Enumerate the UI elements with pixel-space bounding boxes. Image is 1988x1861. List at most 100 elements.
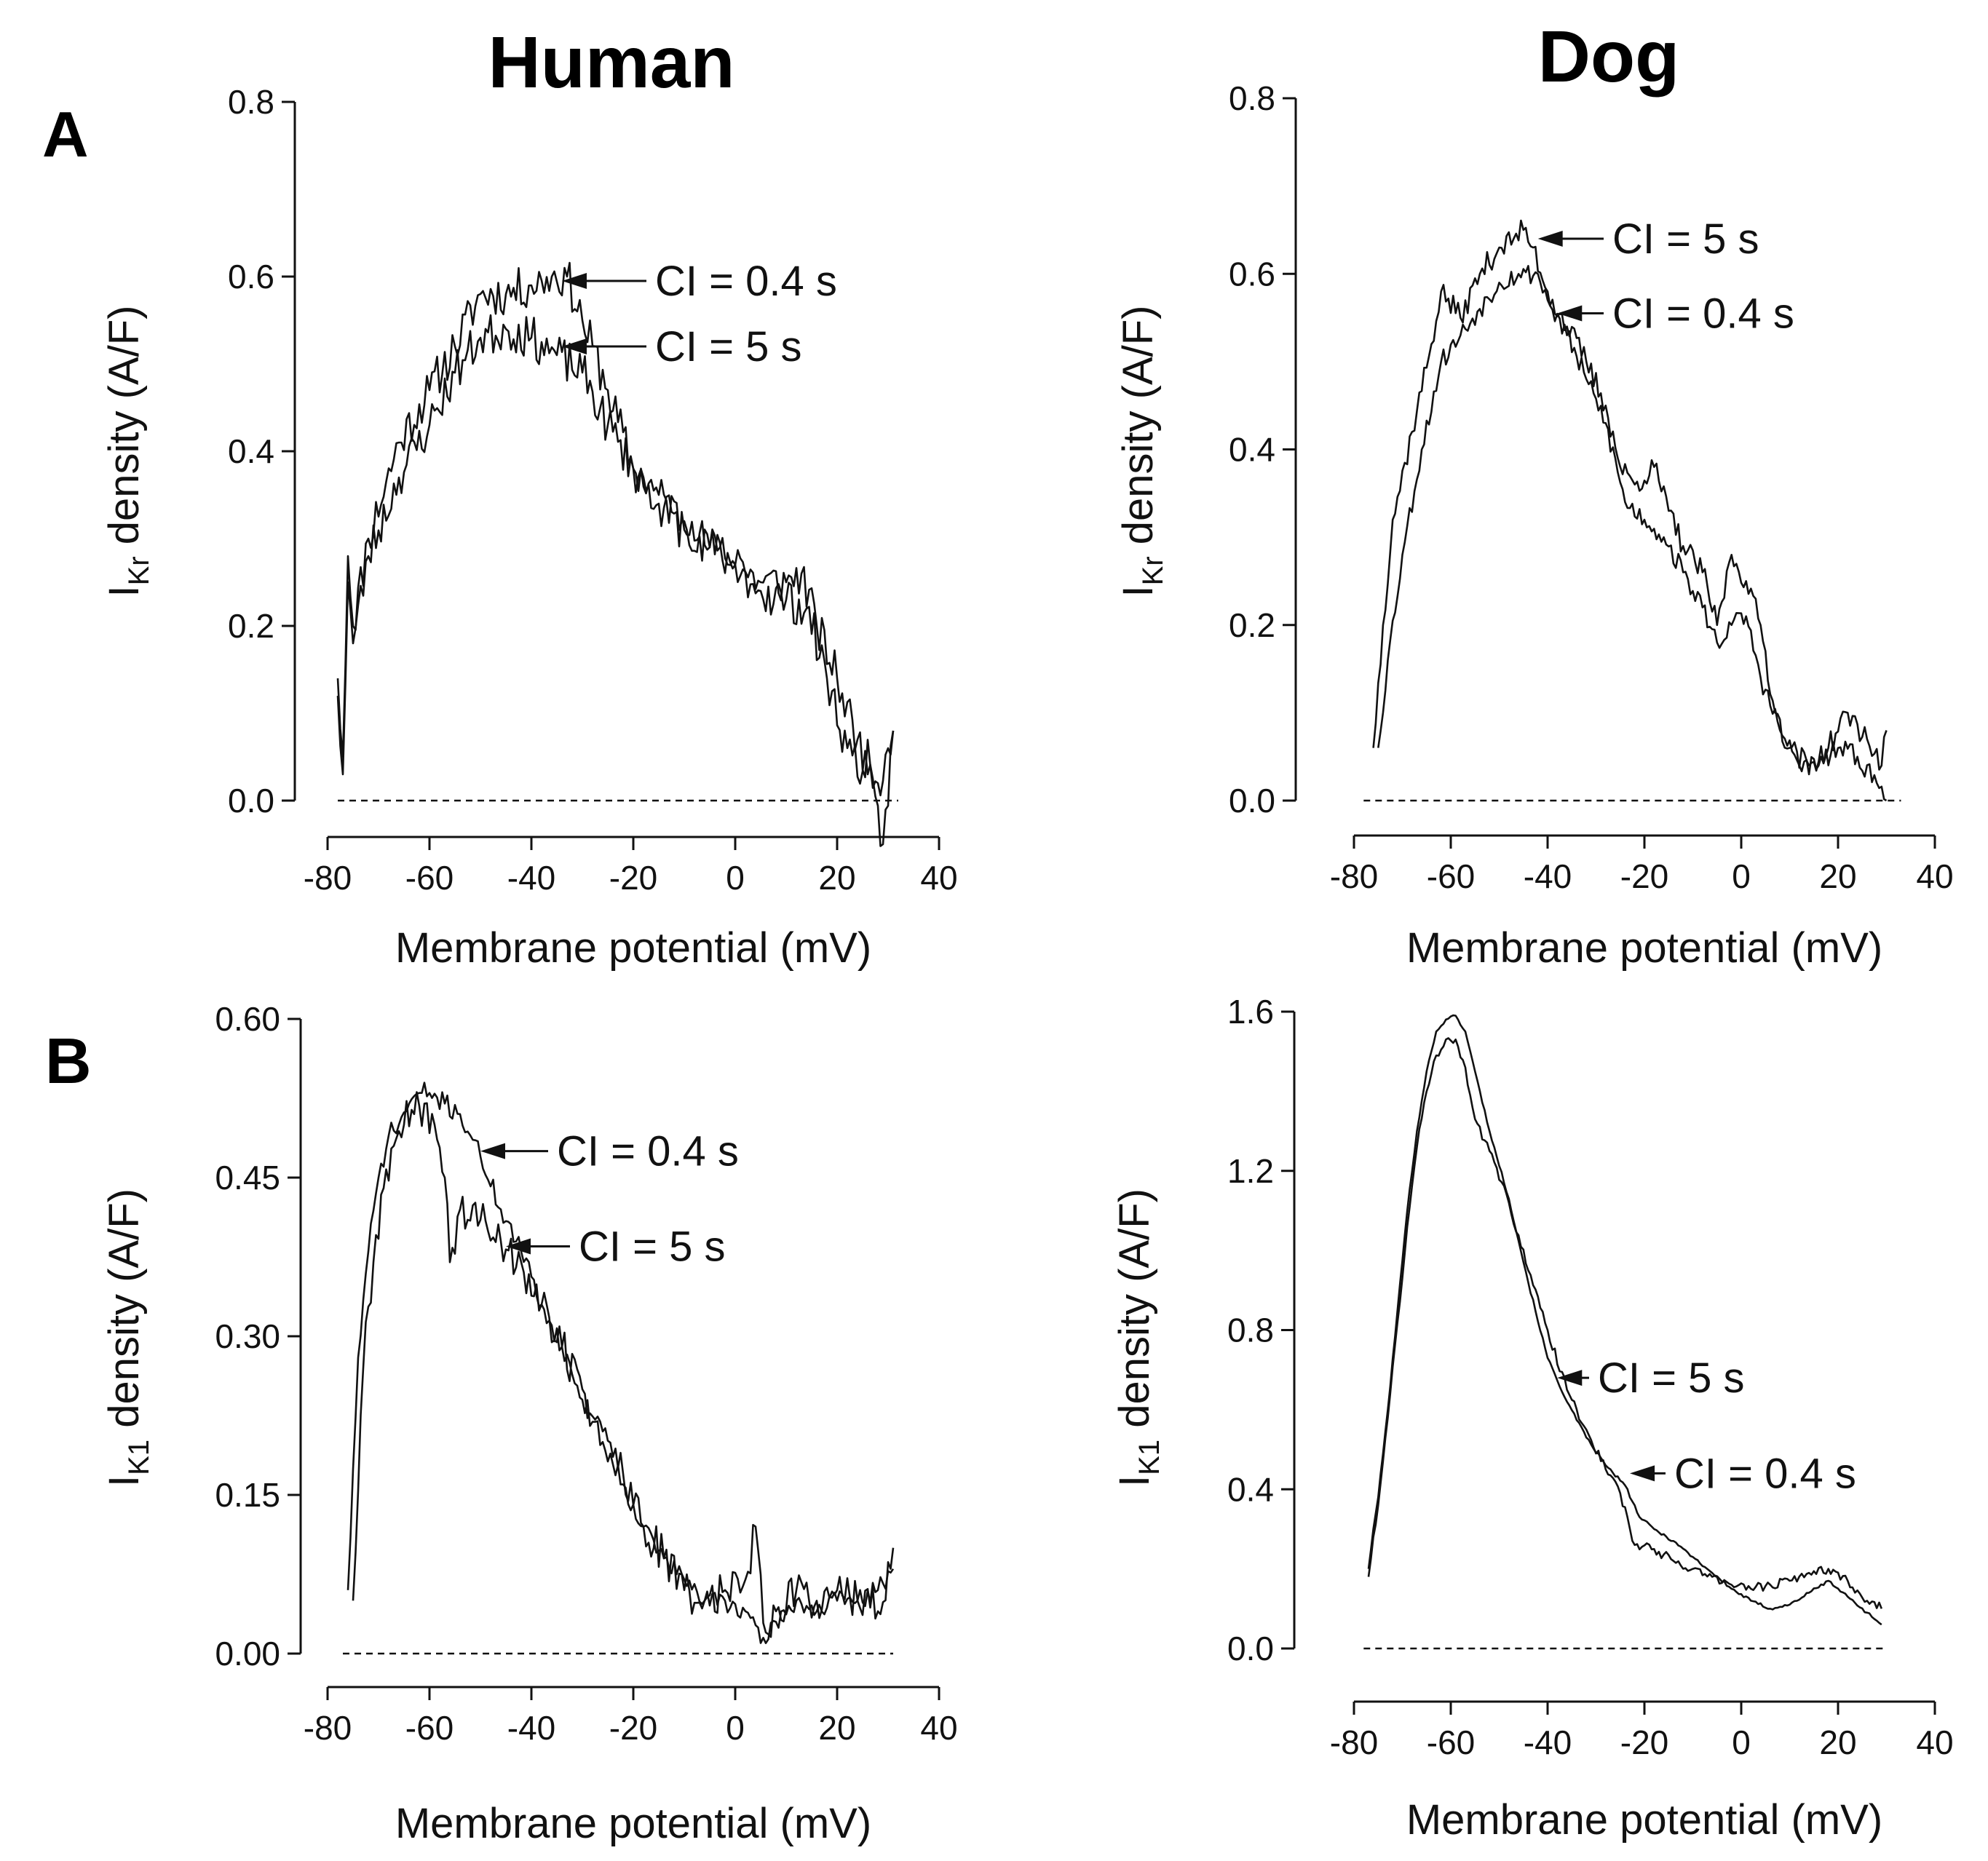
chart-human-ikr: 0.0 0.2 0.4 0.6 0.8 -80 -60 -40 -20 0 20 40 Membrane…	[100, 83, 958, 972]
y-tick-label: 0.8	[228, 83, 274, 121]
y-axis-title-subscript: K1	[123, 1440, 155, 1475]
annotation-arrowhead	[1537, 231, 1563, 247]
x-tick-label: -20	[1620, 1723, 1668, 1761]
y-tick-label: 0.15	[215, 1476, 280, 1514]
x-tick-label: -60	[1427, 1723, 1475, 1761]
x-tick-label: 0	[726, 1709, 745, 1747]
x-tick-label: 0	[1732, 857, 1751, 895]
y-axis-title-rest: density (A/F)	[1111, 1189, 1158, 1440]
annotation-arrowhead	[1630, 1465, 1655, 1482]
x-axis-title: Membrane potential (mV)	[1406, 924, 1882, 972]
y-tick-label: 0.2	[1229, 606, 1275, 644]
x-tick-label: 20	[818, 859, 855, 897]
annotation-arrowhead	[480, 1143, 505, 1159]
y-axis-title-rest: density (A/F)	[100, 1189, 148, 1440]
chart-human-ik1: 0.00 0.15 0.30 0.45 0.60 -80 -60 -40 -20 0 20 40 Mem…	[100, 1000, 958, 1847]
y-tick-label: 0.00	[215, 1635, 280, 1672]
y-axis-title: IK1 density (A/F)	[1111, 1189, 1165, 1487]
x-tick-label: 40	[1916, 857, 1953, 895]
x-tick-label: -60	[405, 1709, 454, 1747]
x-tick-label: -40	[507, 1709, 555, 1747]
annotation-label: CI = 5 s	[1598, 1354, 1744, 1402]
x-tick-label: 40	[1916, 1723, 1953, 1761]
annotation-label: CI = 5 s	[579, 1223, 725, 1270]
y-tick-label: 0.0	[1229, 782, 1275, 820]
y-tick-label: 0.45	[215, 1159, 280, 1197]
column-title-human: Human	[488, 22, 735, 103]
annotation-label: CI = 5 s	[1612, 215, 1759, 263]
x-tick-label: 40	[920, 859, 957, 897]
y-tick-label: 0.6	[1229, 255, 1275, 293]
y-tick-label: 0.6	[228, 258, 274, 295]
x-tick-label: -80	[304, 859, 352, 897]
x-tick-label: 0	[1732, 1723, 1751, 1761]
annotation-label: CI = 5 s	[655, 323, 801, 370]
x-tick-label: -20	[609, 859, 657, 897]
x-tick-label: -40	[1524, 1723, 1572, 1761]
annotation-label: CI = 0.4 s	[1612, 290, 1794, 338]
x-tick-label: 20	[1819, 857, 1856, 895]
y-tick-label: 0.8	[1229, 79, 1275, 117]
x-tick-label: -20	[609, 1709, 657, 1747]
series-trace-b	[1367, 1037, 1883, 1609]
y-tick-label: 0.0	[1227, 1630, 1274, 1667]
x-axis-title: Membrane potential (mV)	[395, 1800, 871, 1847]
y-tick-label: 0.4	[228, 432, 274, 470]
annotation-arrowhead	[562, 338, 587, 354]
y-axis-title-symbol: I	[100, 1475, 148, 1487]
y-axis-title-symbol: I	[100, 585, 148, 597]
x-tick-label: -60	[1427, 857, 1475, 895]
series-trace-a	[346, 1082, 895, 1644]
y-tick-label: 1.6	[1227, 993, 1274, 1031]
y-axis-title-subscript: Kr	[1137, 556, 1169, 585]
annotation-arrowhead	[562, 273, 587, 289]
annotation-arrowhead	[506, 1238, 531, 1255]
y-tick-label: 0.8	[1227, 1312, 1274, 1349]
y-axis-title-rest: density (A/F)	[1114, 306, 1162, 557]
panel-letter-b: B	[45, 1025, 92, 1097]
x-tick-label: -40	[507, 859, 555, 897]
y-axis-title: IK1 density (A/F)	[100, 1189, 155, 1487]
y-tick-label: 0.60	[215, 1000, 280, 1038]
annotation-label: CI = 0.4 s	[655, 258, 837, 305]
x-tick-label: 20	[1819, 1723, 1856, 1761]
x-tick-label: -80	[1330, 1723, 1378, 1761]
chart-dog-ik1: 0.0 0.4 0.8 1.2 1.6 -80 -60 -40 -20 0 20 40 Membrane…	[1111, 993, 1954, 1844]
x-tick-label: 0	[726, 859, 745, 897]
y-axis-title-subscript: Kr	[123, 556, 155, 585]
x-tick-label: 40	[920, 1709, 957, 1747]
y-tick-label: 0.0	[228, 782, 274, 820]
panel-letter-a: A	[42, 98, 89, 170]
y-axis-title-symbol: I	[1111, 1475, 1158, 1487]
y-axis-title-symbol: I	[1114, 585, 1162, 597]
series-trace-b	[336, 314, 895, 847]
annotation-label: CI = 0.4 s	[557, 1128, 739, 1175]
y-tick-label: 0.30	[215, 1317, 280, 1355]
y-axis-title: IKr density (A/F)	[100, 306, 155, 598]
series-trace-a	[1367, 1014, 1882, 1626]
annotation-arrowhead	[1557, 1370, 1583, 1386]
x-tick-label: 20	[818, 1709, 855, 1747]
chart-dog-ikr: 0.0 0.2 0.4 0.6 0.8 -80 -60 -40 -20 0 20 40 Membrane…	[1114, 79, 1954, 972]
x-tick-label: -80	[304, 1709, 352, 1747]
annotation-arrowhead	[1557, 305, 1583, 322]
series-trace-a	[1372, 219, 1888, 772]
y-tick-label: 0.2	[228, 607, 274, 645]
y-tick-label: 0.4	[1227, 1470, 1274, 1508]
series-trace-b	[1377, 265, 1888, 802]
series-trace-a	[336, 261, 895, 797]
x-tick-label: -60	[405, 859, 454, 897]
x-tick-label: -80	[1330, 857, 1378, 895]
column-title-dog: Dog	[1538, 16, 1679, 98]
y-axis-title-subscript: K1	[1133, 1440, 1165, 1475]
y-axis-title-rest: density (A/F)	[100, 306, 148, 557]
x-tick-label: -40	[1524, 857, 1572, 895]
y-tick-label: 0.4	[1229, 431, 1275, 469]
annotation-label: CI = 0.4 s	[1674, 1450, 1856, 1497]
y-axis-title: IKr density (A/F)	[1114, 306, 1169, 598]
series-trace-b	[352, 1091, 895, 1638]
x-tick-label: -20	[1620, 857, 1668, 895]
y-tick-label: 1.2	[1227, 1152, 1274, 1190]
